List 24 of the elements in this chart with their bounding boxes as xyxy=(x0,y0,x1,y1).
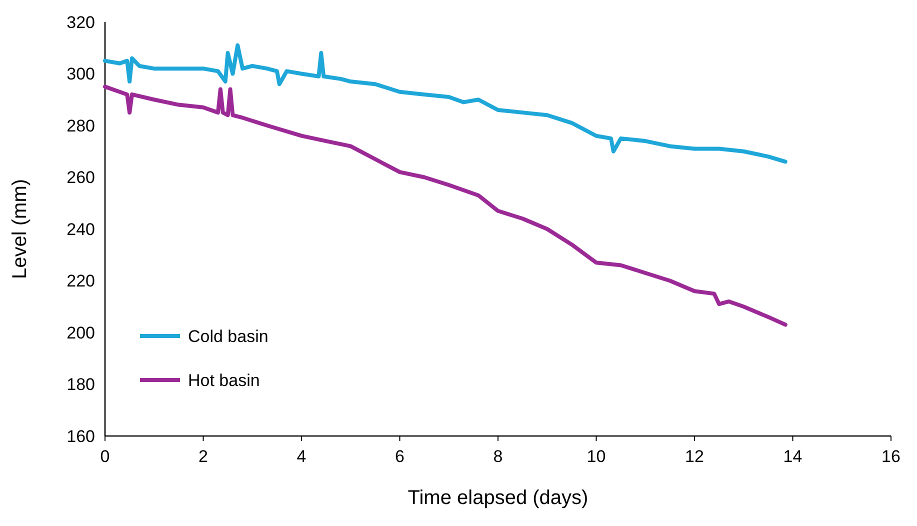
x-tick-label: 6 xyxy=(395,447,404,466)
x-tick-label: 14 xyxy=(783,447,802,466)
y-tick-label: 280 xyxy=(66,116,95,136)
x-tick-label: 4 xyxy=(296,447,306,466)
x-tick-label: 2 xyxy=(198,447,208,466)
y-tick-label: 220 xyxy=(66,272,95,291)
y-tick-label: 300 xyxy=(66,64,95,84)
x-tick-label: 10 xyxy=(586,447,606,466)
y-tick-label: 260 xyxy=(66,168,95,188)
y-tick-label: 200 xyxy=(66,323,95,342)
x-tick-label: 16 xyxy=(882,447,900,466)
y-tick-label: 180 xyxy=(66,375,95,394)
y-tick-label: 320 xyxy=(66,12,95,32)
x-tick-label: 0 xyxy=(100,447,110,466)
line-series xyxy=(103,43,788,164)
x-tick-label: 12 xyxy=(685,447,704,466)
legend-label: Hot basin xyxy=(188,370,260,390)
x-tick-label: 8 xyxy=(493,447,503,466)
legend-label: Cold basin xyxy=(188,326,268,346)
line-series xyxy=(103,84,788,327)
x-axis-title: Time elapsed (days) xyxy=(408,487,588,509)
y-tick-label: 160 xyxy=(66,426,95,446)
y-tick-label: 240 xyxy=(66,220,95,239)
y-axis-title: Level (mm) xyxy=(9,178,31,280)
